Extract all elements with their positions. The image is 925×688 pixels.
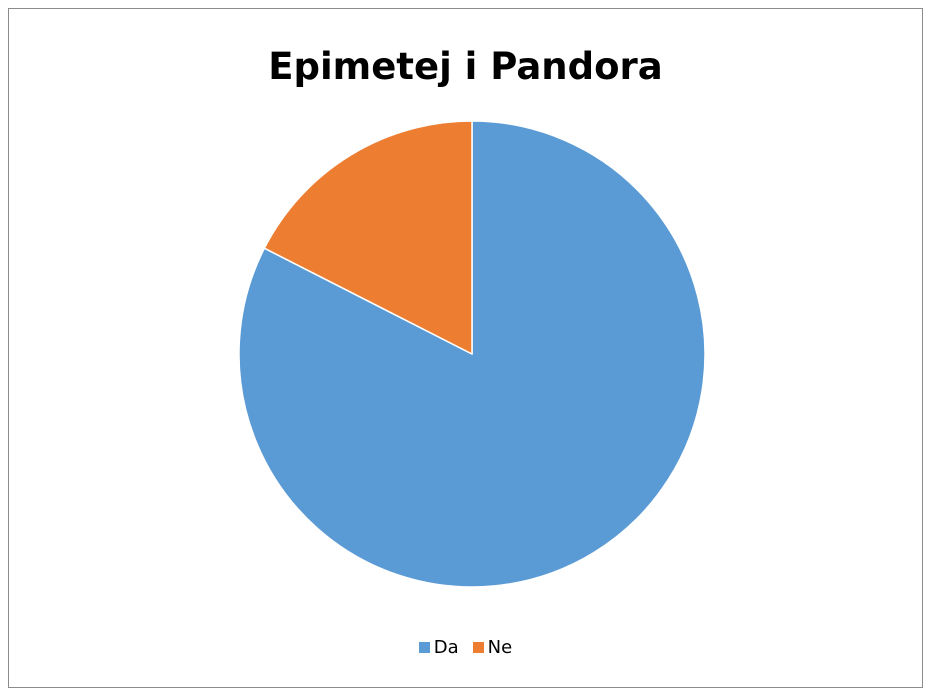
legend-label-ne: Ne — [487, 637, 513, 658]
chart-frame: Epimetej i Pandora Da Ne — [8, 8, 923, 688]
pie-slice-ne — [263, 120, 473, 355]
legend-swatch-da — [418, 642, 430, 653]
legend-label-da: Da — [433, 637, 459, 658]
legend-item-ne: Ne — [472, 637, 513, 658]
legend-item-da: Da — [418, 637, 459, 658]
legend-swatch-ne — [472, 642, 484, 653]
chart-title: Epimetej i Pandora — [268, 45, 663, 88]
pie-chart — [238, 120, 706, 588]
legend: Da Ne — [9, 637, 922, 658]
